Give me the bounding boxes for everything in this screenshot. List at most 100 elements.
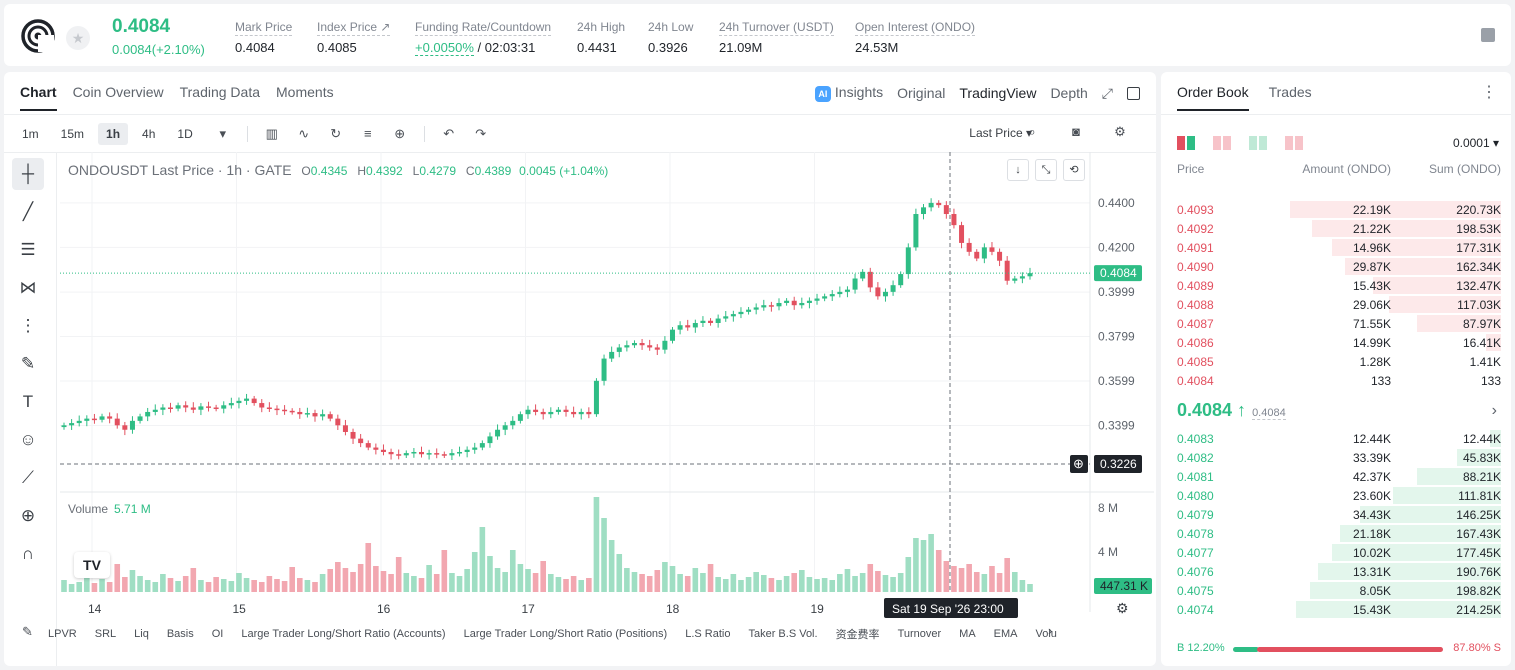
timeframe-1h[interactable]: 1h: [98, 123, 129, 145]
indicator-item[interactable]: OI: [211, 628, 224, 640]
pattern-icon[interactable]: ⋈: [19, 278, 37, 297]
trendline-icon[interactable]: ╱: [22, 202, 34, 221]
ask-row[interactable]: 0.4093 22.19K 220.73K: [1161, 200, 1511, 219]
bid-row[interactable]: 0.4082 33.39K 45.83K: [1161, 448, 1511, 467]
undo-icon[interactable]: ↶: [443, 126, 455, 141]
indicator-next-icon[interactable]: ›: [1048, 623, 1053, 638]
ask-row[interactable]: 0.4089 15.43K 132.47K: [1161, 276, 1511, 295]
stat-index-price[interactable]: Index Price ↗ 0.4085: [317, 20, 391, 55]
indicators-icon[interactable]: ∿: [298, 126, 310, 141]
bid-row[interactable]: 0.4081 42.37K 88.21K: [1161, 467, 1511, 486]
timeframe-15m[interactable]: 15m: [60, 127, 85, 141]
indicator-item[interactable]: SRL: [94, 628, 117, 640]
tab-insights[interactable]: AI Insights: [814, 84, 883, 102]
timeframe-1d[interactable]: 1D: [177, 127, 193, 141]
brush-icon[interactable]: ✎: [20, 354, 36, 373]
view-bids-icon[interactable]: [1249, 136, 1267, 150]
tab-original[interactable]: Original: [897, 85, 946, 101]
indicator-item[interactable]: Basis: [166, 628, 194, 640]
tab-moments[interactable]: Moments: [276, 84, 334, 100]
indicator-item[interactable]: Liq: [134, 628, 149, 640]
collapse-icon[interactable]: ⤡: [1035, 159, 1057, 181]
tab-trades[interactable]: Trades: [1268, 84, 1312, 100]
horizontal-lines-icon[interactable]: ☰: [20, 240, 36, 259]
stat-open-interest[interactable]: Open Interest (ONDO) 24.53M: [855, 20, 976, 55]
candle-body: [578, 411, 584, 415]
edit-pen-icon[interactable]: ✎: [22, 624, 33, 639]
reset-icon[interactable]: ⟲: [1063, 159, 1085, 181]
indicator-item[interactable]: EMA: [993, 628, 1018, 640]
zoom-in-icon[interactable]: ⊕: [20, 506, 36, 525]
indicator-item[interactable]: L.S Ratio: [685, 628, 731, 640]
settings-gear-icon[interactable]: ⚙: [1114, 124, 1126, 139]
ask-row[interactable]: 0.4085 1.28K 1.41K: [1161, 352, 1511, 371]
replay-icon[interactable]: ↻: [330, 126, 342, 141]
indicator-item[interactable]: MA: [959, 628, 976, 640]
emoji-icon[interactable]: ☺: [19, 430, 37, 449]
volume-bar: [319, 574, 326, 592]
timeframe-dropdown-icon[interactable]: ▾: [219, 126, 226, 141]
book-icon[interactable]: [1481, 28, 1495, 42]
fib-icon[interactable]: ⋮: [19, 316, 37, 335]
expand-icon[interactable]: ⤢: [1101, 84, 1113, 101]
ask-row[interactable]: 0.4092 21.22K 198.53K: [1161, 219, 1511, 238]
exchange-logo-icon[interactable]: [20, 18, 56, 54]
timeframe-4h[interactable]: 4h: [142, 127, 156, 141]
indicator-item[interactable]: Volu: [1035, 628, 1057, 640]
more-icon[interactable]: ⋮: [1481, 84, 1497, 101]
axis-settings-icon[interactable]: ⚙: [1116, 600, 1129, 616]
view-asks-icon[interactable]: [1285, 136, 1303, 150]
ask-row[interactable]: 0.4086 14.99K 16.41K: [1161, 333, 1511, 352]
ask-row[interactable]: 0.4088 29.06K 117.03K: [1161, 295, 1511, 314]
stat-funding-rate[interactable]: Funding Rate/Countdown +0.0050% / 02:03:…: [415, 20, 552, 56]
ruler-icon[interactable]: ⟋: [22, 468, 34, 487]
search-icon[interactable]: ⌕: [1028, 124, 1036, 139]
bid-row[interactable]: 0.4078 21.18K 167.43K: [1161, 524, 1511, 543]
precision-select[interactable]: 0.0001 ▾: [1452, 136, 1499, 150]
bid-row[interactable]: 0.4079 34.43K 146.25K: [1161, 505, 1511, 524]
indicator-item[interactable]: Turnover: [897, 628, 942, 640]
tradingview-logo-icon[interactable]: TV: [74, 552, 110, 578]
tab-depth[interactable]: Depth: [1050, 85, 1088, 101]
ask-row[interactable]: 0.4091 14.96K 177.31K: [1161, 238, 1511, 257]
ask-row[interactable]: 0.4090 29.87K 162.34K: [1161, 257, 1511, 276]
bid-row[interactable]: 0.4083 12.44K 12.44K: [1161, 429, 1511, 448]
tab-chart[interactable]: Chart: [20, 84, 57, 111]
indicator-item[interactable]: Large Trader Long/Short Ratio (Accounts): [241, 628, 446, 640]
templates-icon[interactable]: ≡: [363, 126, 372, 141]
magnet-icon[interactable]: ∩: [21, 544, 35, 563]
stat-mark-price[interactable]: Mark Price 0.4084: [235, 20, 293, 55]
tab-order-book[interactable]: Order Book: [1177, 84, 1249, 111]
tab-trading-data[interactable]: Trading Data: [179, 84, 261, 100]
bid-row[interactable]: 0.4076 13.31K 190.76K: [1161, 562, 1511, 581]
indicator-item[interactable]: LPVR: [48, 628, 77, 640]
bid-row[interactable]: 0.4074 15.43K 214.25K: [1161, 600, 1511, 619]
window-icon[interactable]: [1127, 86, 1140, 100]
chevron-right-icon[interactable]: ›: [1491, 402, 1497, 419]
bid-row[interactable]: 0.4077 10.02K 177.45K: [1161, 543, 1511, 562]
candlestick-chart[interactable]: 0.4400 0.4200 0.3999 0.3799 0.3599 0.3399 0.40…: [4, 72, 1156, 666]
indicator-item[interactable]: 资金费率: [835, 629, 880, 641]
camera-icon[interactable]: ◙: [1072, 124, 1080, 139]
candle-type-icon[interactable]: ▥: [265, 126, 278, 141]
timeframe-1m[interactable]: 1m: [22, 127, 39, 141]
crosshair-icon[interactable]: ┼: [12, 158, 44, 190]
volume-bar: [707, 564, 714, 592]
add-alert-icon[interactable]: ⊕: [394, 126, 406, 141]
indicator-item[interactable]: Large Trader Long/Short Ratio (Positions…: [463, 628, 668, 640]
text-icon[interactable]: T: [22, 392, 34, 411]
bid-row[interactable]: 0.4075 8.05K 198.82K: [1161, 581, 1511, 600]
indicator-item[interactable]: Taker B.S Vol.: [748, 628, 818, 640]
price-type-select[interactable]: Last Price ▾: [969, 126, 1032, 140]
favorite-star-icon[interactable]: ★: [66, 26, 90, 50]
scroll-down-icon[interactable]: ↓: [1007, 159, 1029, 181]
tab-tradingview[interactable]: TradingView: [959, 85, 1037, 101]
bid-row[interactable]: 0.4080 23.60K 111.81K: [1161, 486, 1511, 505]
ask-row[interactable]: 0.4087 71.55K 87.97K: [1161, 314, 1511, 333]
ask-row[interactable]: 0.4084 133 133: [1161, 371, 1511, 390]
redo-icon[interactable]: ↷: [475, 126, 487, 141]
view-split-icon[interactable]: [1213, 136, 1231, 150]
view-both-icon[interactable]: [1177, 136, 1195, 150]
tab-coin-overview[interactable]: Coin Overview: [72, 84, 164, 100]
stat-24h-turnover[interactable]: 24h Turnover (USDT) 21.09M: [719, 20, 834, 55]
